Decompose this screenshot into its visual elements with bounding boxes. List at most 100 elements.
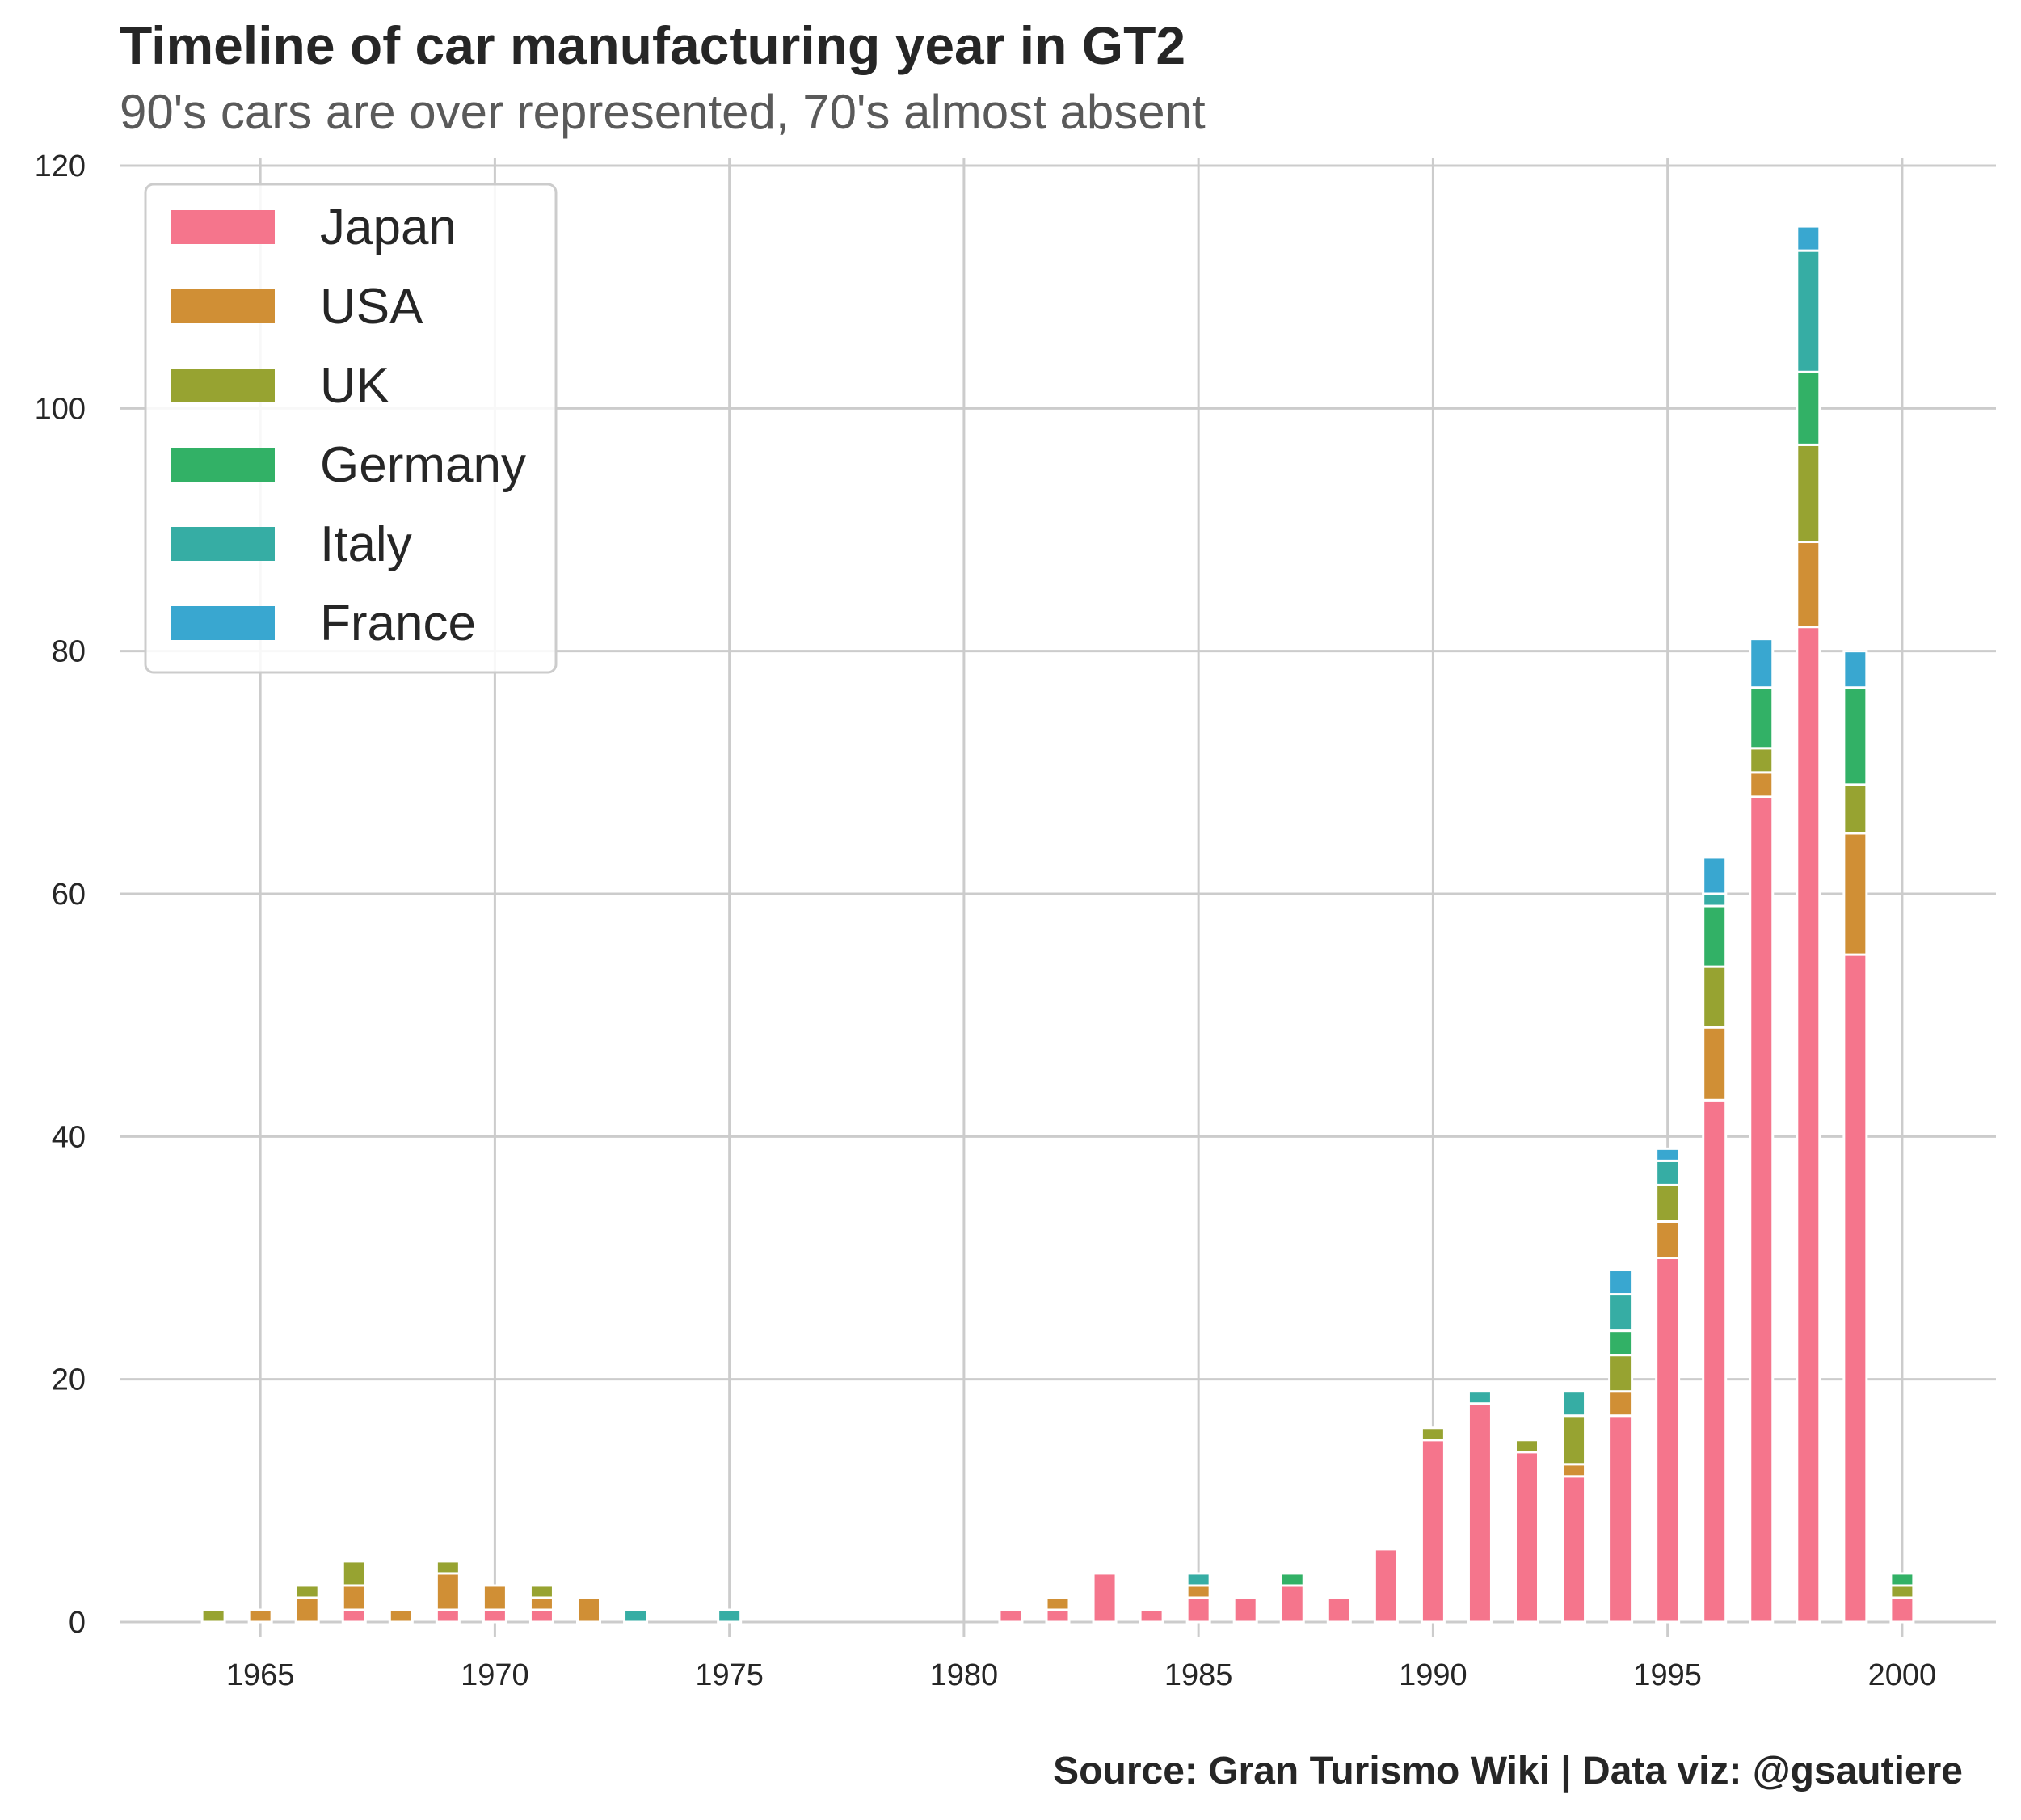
legend-swatch-japan: [171, 210, 275, 244]
legend-label-france: France: [320, 596, 476, 651]
x-tick-label: 1985: [1164, 1658, 1233, 1692]
bar-segment-japan-1970: [482, 1608, 507, 1624]
bar-segment-japan-1998: [1796, 626, 1821, 1624]
bar-segment-germany-1998: [1796, 370, 1821, 446]
chart-title: Timeline of car manufacturing year in GT…: [120, 15, 1186, 75]
bar-segment-germany-1987: [1279, 1572, 1305, 1587]
bar-segment-japan-1993: [1561, 1475, 1587, 1624]
bar-segment-germany-2000: [1889, 1572, 1915, 1587]
bar-segment-italy-1973: [623, 1608, 649, 1624]
bar-segment-usa-1997: [1749, 771, 1775, 798]
bar-segment-france-1998: [1796, 225, 1821, 252]
x-tick-label: 1965: [226, 1658, 295, 1692]
bar-segment-japan-1995: [1655, 1257, 1681, 1624]
bar-segment-france-1999: [1842, 650, 1868, 689]
bar-segment-japan-1971: [528, 1608, 554, 1624]
bar-segment-japan-1991: [1467, 1402, 1493, 1624]
bar-segment-japan-1986: [1232, 1596, 1258, 1624]
bar-segment-uk-1969: [435, 1560, 461, 1575]
bar-segment-uk-1997: [1749, 747, 1775, 774]
bar-segment-france-1994: [1608, 1269, 1634, 1296]
bar-segment-uk-1966: [294, 1584, 320, 1599]
chart-source: Source: Gran Turismo Wiki | Data viz: @g…: [1053, 1750, 1963, 1793]
bar-segment-japan-1981: [998, 1608, 1024, 1624]
chart-subtitle: 90's cars are over represented, 70's alm…: [120, 85, 1206, 139]
y-tick-label: 100: [35, 392, 86, 426]
bar-segment-italy-1985: [1185, 1572, 1211, 1587]
bar-segment-usa-1994: [1608, 1390, 1634, 1418]
x-tick-label: 2000: [1868, 1658, 1937, 1692]
x-tick-label: 1970: [461, 1658, 529, 1692]
legend-label-usa: USA: [320, 279, 423, 335]
bar-segment-japan-1997: [1749, 795, 1775, 1624]
bar-segment-usa-1968: [388, 1608, 414, 1624]
bar-segment-uk-1998: [1796, 443, 1821, 544]
bar-segment-usa-1982: [1045, 1596, 1071, 1611]
legend-swatch-france: [171, 606, 275, 640]
bar-segment-usa-1995: [1655, 1220, 1681, 1259]
bar-segment-uk-1996: [1702, 965, 1728, 1029]
bar-segment-japan-1988: [1326, 1596, 1352, 1624]
bar-segment-japan-1967: [341, 1608, 367, 1624]
bar-segment-japan-1984: [1139, 1608, 1164, 1624]
bar-segment-france-1996: [1702, 856, 1728, 895]
bar-segment-usa-1985: [1185, 1584, 1211, 1599]
legend: Japan USA UK Germany Italy France: [144, 183, 558, 674]
bar-segment-italy-1994: [1608, 1293, 1634, 1333]
bar-segment-uk-1993: [1561, 1414, 1587, 1466]
legend-swatch-uk: [171, 369, 275, 402]
bars: [200, 225, 1915, 1624]
bar-segment-japan-1990: [1420, 1439, 1446, 1624]
legend-swatch-germany: [171, 448, 275, 482]
bar-segment-uk-1992: [1514, 1439, 1539, 1454]
bar-segment-germany-1994: [1608, 1329, 1634, 1357]
bar-segment-usa-1993: [1561, 1463, 1587, 1478]
legend-label-japan: Japan: [320, 200, 457, 255]
bar-segment-usa-1996: [1702, 1026, 1728, 1102]
bar-segment-usa-1970: [482, 1584, 507, 1611]
legend-swatch-italy: [171, 527, 275, 561]
y-tick-label: 40: [52, 1120, 86, 1154]
bar-segment-usa-1967: [341, 1584, 367, 1611]
bar-segment-germany-1997: [1749, 686, 1775, 750]
y-tick-label: 0: [69, 1606, 86, 1640]
y-tick-label: 120: [35, 150, 86, 183]
legend-label-germany: Germany: [320, 437, 526, 493]
bar-segment-uk-1967: [341, 1560, 367, 1587]
x-tick-label: 1975: [695, 1658, 764, 1692]
bar-segment-japan-1985: [1185, 1596, 1211, 1624]
bar-segment-italy-1996: [1702, 892, 1728, 908]
bar-segment-usa-1998: [1796, 541, 1821, 629]
bar-segment-france-1995: [1655, 1147, 1681, 1162]
y-tick-label: 60: [52, 878, 86, 912]
bar-segment-japan-1994: [1608, 1414, 1634, 1624]
bar-segment-italy-1998: [1796, 249, 1821, 373]
bar-segment-uk-1994: [1608, 1354, 1634, 1393]
bar-segment-italy-1993: [1561, 1390, 1587, 1418]
legend-label-italy: Italy: [320, 516, 412, 572]
bar-segment-japan-1996: [1702, 1098, 1728, 1624]
bar-segment-italy-1991: [1467, 1390, 1493, 1405]
axis-tick-labels: 0 20 40 60 80 100 120 1965 1970 1975 1980 1985 1990 1…: [35, 150, 1937, 1692]
bar-segment-germany-1996: [1702, 904, 1728, 968]
bar-segment-japan-1989: [1373, 1548, 1399, 1624]
bar-segment-italy-1975: [717, 1608, 743, 1624]
bar-segment-uk-1999: [1842, 783, 1868, 835]
bar-segment-japan-1983: [1092, 1572, 1118, 1624]
legend-swatch-usa: [171, 289, 275, 323]
bar-segment-usa-1966: [294, 1596, 320, 1624]
bar-segment-uk-1971: [528, 1584, 554, 1599]
legend-label-uk: UK: [320, 358, 389, 414]
x-tick-label: 1990: [1399, 1658, 1467, 1692]
bar-segment-usa-1965: [247, 1608, 273, 1624]
y-tick-label: 20: [52, 1363, 86, 1397]
bar-segment-japan-1987: [1279, 1584, 1305, 1624]
bar-segment-japan-1999: [1842, 953, 1868, 1624]
bar-segment-italy-1995: [1655, 1159, 1681, 1186]
bar-segment-usa-1972: [576, 1596, 601, 1624]
bar-segment-japan-1992: [1514, 1451, 1539, 1624]
x-tick-label: 1980: [930, 1658, 999, 1692]
bar-segment-japan-1969: [435, 1608, 461, 1624]
bar-segment-uk-1990: [1420, 1426, 1446, 1442]
bar-segment-uk-1964: [200, 1608, 226, 1624]
